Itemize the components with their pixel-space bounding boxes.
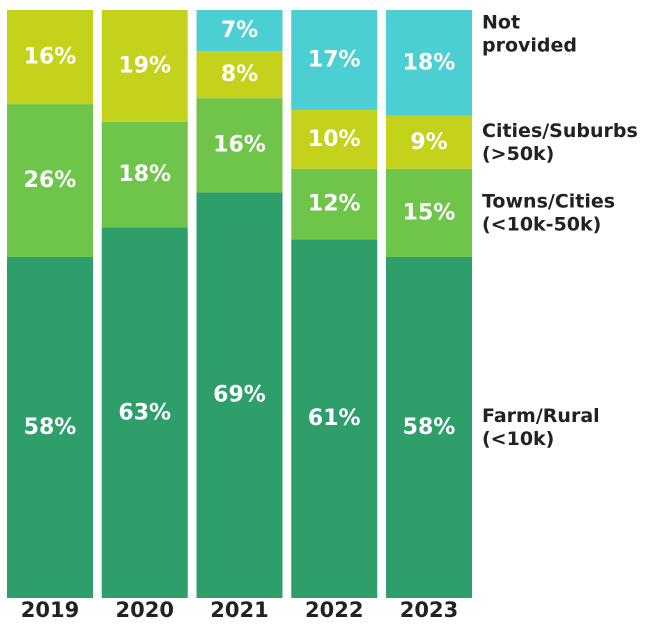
legend-label-cities-line-2: (>50k) — [482, 143, 554, 165]
segment-labels-group: 58% 26% 16% 63% 18% 19% 69% 16% 8% 7% 61% 12% 10% 17%… — [24, 18, 456, 440]
data-label-cities-2023: 9% — [410, 130, 447, 155]
legend-label-cities-line-1: Cities/Suburbs — [482, 120, 638, 142]
legend-label-notprovided-line-2: provided — [482, 35, 577, 57]
data-label-cities-2021: 8% — [221, 62, 258, 87]
bar-segment-notprovided-2022 — [291, 10, 378, 110]
x-tick-label-2020: 2020 — [116, 598, 174, 622]
x-axis-labels: 2019 2020 2021 2022 2023 — [21, 598, 458, 622]
legend-item-farm: Farm/Rural(<10k) — [482, 405, 600, 450]
bar-segment-cities-2023 — [386, 115, 472, 169]
x-tick-label-2022: 2022 — [305, 598, 363, 622]
x-tick-label-2021: 2021 — [210, 598, 268, 622]
bar-segment-notprovided-2021 — [196, 10, 283, 52]
bar-segment-cities-2022 — [291, 109, 378, 169]
data-label-towns-2023: 15% — [403, 200, 456, 225]
data-label-farm-2021: 69% — [213, 383, 266, 408]
bar-segment-farm-2021 — [196, 192, 283, 598]
bar-segment-cities-2020 — [101, 10, 188, 122]
x-tick-label-2023: 2023 — [400, 598, 458, 622]
legend: Farm/Rural(<10k) Towns/Cities(<10k-50k) Ci… — [482, 12, 638, 450]
bar-segment-towns-2022 — [291, 168, 378, 240]
bar-segment-towns-2021 — [196, 98, 283, 193]
data-label-farm-2019: 58% — [24, 415, 77, 440]
legend-label-notprovided-line-1: Not — [482, 12, 520, 34]
bar-segment-towns-2019 — [7, 104, 93, 257]
legend-label-farm-line-1: Farm/Rural — [482, 405, 600, 427]
bar-segment-farm-2019 — [7, 256, 93, 598]
data-label-notprovided-2023: 18% — [403, 50, 456, 75]
legend-item-cities: Cities/Suburbs(>50k) — [482, 120, 638, 165]
data-label-cities-2022: 10% — [308, 127, 361, 152]
bar-segment-farm-2020 — [101, 227, 188, 598]
bars-group — [7, 10, 472, 598]
legend-item-towns: Towns/Cities(<10k-50k) — [482, 190, 615, 235]
data-label-notprovided-2022: 17% — [308, 47, 361, 72]
bar-segment-towns-2020 — [101, 121, 188, 228]
bar-segment-farm-2023 — [386, 256, 472, 598]
data-label-towns-2022: 12% — [308, 192, 361, 217]
data-label-farm-2023: 58% — [403, 415, 456, 440]
data-label-notprovided-2021: 7% — [221, 18, 258, 43]
data-label-cities-2020: 19% — [118, 53, 171, 78]
data-label-farm-2022: 61% — [308, 406, 361, 431]
legend-label-farm-line-2: (<10k) — [482, 428, 554, 450]
bar-segment-towns-2023 — [386, 168, 472, 257]
data-label-cities-2019: 16% — [24, 45, 77, 70]
legend-label-towns-line-2: (<10k-50k) — [482, 213, 601, 235]
data-label-farm-2020: 63% — [118, 400, 171, 425]
bar-segment-cities-2019 — [7, 10, 93, 105]
bar-segment-farm-2022 — [291, 239, 378, 598]
data-label-towns-2021: 16% — [213, 133, 266, 158]
x-tick-label-2019: 2019 — [21, 598, 79, 622]
bar-segment-cities-2021 — [196, 51, 283, 99]
legend-label-towns-line-1: Towns/Cities — [482, 190, 615, 212]
data-label-towns-2020: 18% — [118, 162, 171, 187]
bar-segment-notprovided-2023 — [386, 10, 472, 116]
data-label-towns-2019: 26% — [24, 168, 77, 193]
